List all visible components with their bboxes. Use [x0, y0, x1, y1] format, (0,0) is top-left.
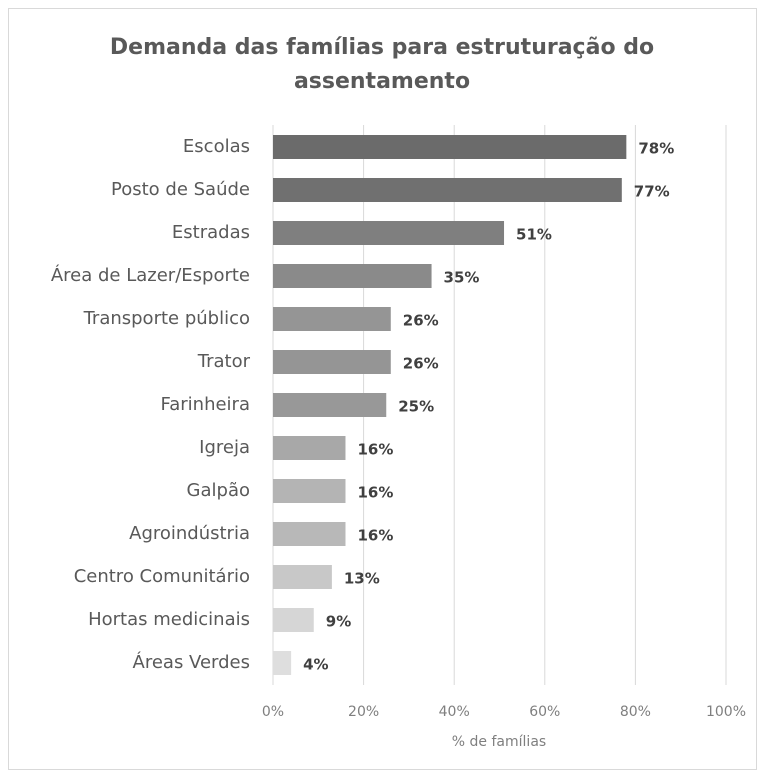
value-label: 77% [634, 183, 670, 201]
y-tick-label: Farinheira [161, 394, 250, 415]
x-axis-label: % de famílias [452, 734, 546, 750]
chart-frame [8, 8, 757, 770]
bar [273, 651, 292, 675]
bar [273, 393, 387, 417]
value-label: 4% [303, 656, 328, 674]
y-tick-label: Estradas [172, 222, 250, 243]
bar [273, 350, 391, 374]
chart-title: Demanda das famílias para estruturação d… [110, 35, 654, 60]
bar [273, 565, 332, 589]
bar [273, 479, 346, 503]
y-tick-label: Trator [197, 351, 251, 372]
y-tick-label: Agroindústria [129, 523, 250, 544]
value-label: 16% [357, 484, 393, 502]
value-label: 13% [344, 570, 380, 588]
x-tick-label: 100% [706, 704, 746, 720]
x-tick-label: 20% [348, 704, 379, 720]
bar [273, 522, 346, 546]
y-tick-label: Posto de Saúde [111, 179, 250, 200]
bar [273, 135, 627, 159]
value-label: 26% [403, 312, 439, 330]
value-label: 26% [403, 355, 439, 373]
x-tick-label: 60% [529, 704, 560, 720]
chart-title: assentamento [294, 69, 470, 94]
value-label: 9% [326, 613, 351, 631]
bar [273, 436, 346, 460]
y-tick-label: Centro Comunitário [74, 566, 250, 587]
value-label: 16% [357, 527, 393, 545]
bar [273, 307, 391, 331]
value-label: 51% [516, 226, 552, 244]
y-tick-label: Transporte público [83, 308, 250, 329]
x-tick-label: 40% [439, 704, 470, 720]
value-label: 78% [638, 140, 674, 158]
bar [273, 264, 432, 288]
y-tick-label: Áreas Verdes [133, 651, 250, 673]
y-tick-label: Hortas medicinais [88, 609, 250, 630]
bar [273, 178, 622, 202]
y-tick-label: Escolas [183, 136, 250, 157]
value-label: 25% [398, 398, 434, 416]
bar [273, 608, 314, 632]
y-tick-label: Igreja [199, 437, 250, 458]
value-label: 16% [357, 441, 393, 459]
value-label: 35% [444, 269, 480, 287]
x-tick-label: 80% [620, 704, 651, 720]
x-tick-label: 0% [262, 704, 284, 720]
y-tick-label: Área de Lazer/Esporte [51, 264, 250, 286]
y-tick-label: Galpão [187, 480, 250, 501]
bar [273, 221, 505, 245]
